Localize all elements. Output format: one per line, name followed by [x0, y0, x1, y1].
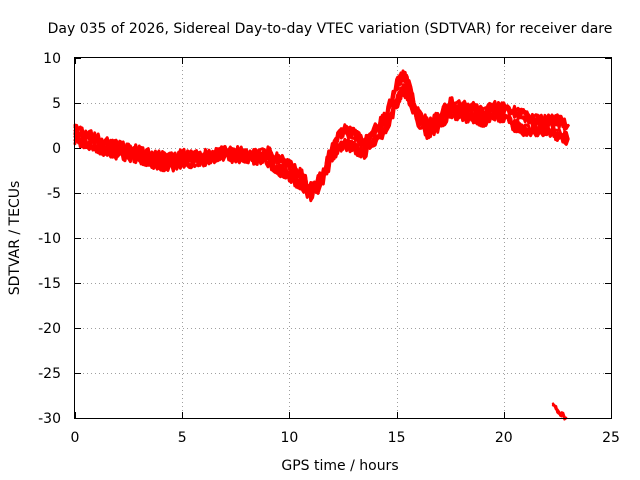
y-tick-label: 0 [52, 141, 61, 157]
series-line-1 [73, 69, 570, 194]
chart-title: Day 035 of 2026, Sidereal Day-to-day VTE… [48, 21, 613, 37]
y-tick-label: -5 [47, 186, 61, 202]
y-tick-label: 5 [52, 96, 61, 112]
x-tick-label: 0 [71, 430, 80, 446]
x-tick-label: 25 [602, 430, 620, 446]
series-line-2 [73, 83, 570, 203]
y-tick-label: -25 [38, 366, 61, 382]
y-axis-label: SDTVAR / TECUs [7, 181, 23, 296]
y-tick-label: -30 [38, 411, 61, 427]
y-tick-label: -10 [38, 231, 61, 247]
x-tick-label: 5 [178, 430, 187, 446]
x-axis-label: GPS time / hours [281, 458, 398, 474]
y-tick-label: 10 [43, 51, 61, 67]
series-line-3 [551, 402, 568, 421]
axis-tick-labels: 0 5 10 15 20 25 10 5 0 -5 -10 -15 -20 -25 -30 [38, 51, 620, 446]
series-trace [551, 402, 568, 421]
x-tick-label: 10 [280, 430, 298, 446]
x-tick-label: 20 [495, 430, 513, 446]
data-series [73, 69, 570, 421]
y-tick-label: -15 [38, 276, 61, 292]
series-trace [73, 86, 570, 203]
plot-frame [74, 57, 612, 419]
axis-ticks [75, 58, 612, 419]
gridlines [75, 58, 611, 418]
x-tick-label: 15 [388, 430, 406, 446]
y-tick-label: -20 [38, 321, 61, 337]
